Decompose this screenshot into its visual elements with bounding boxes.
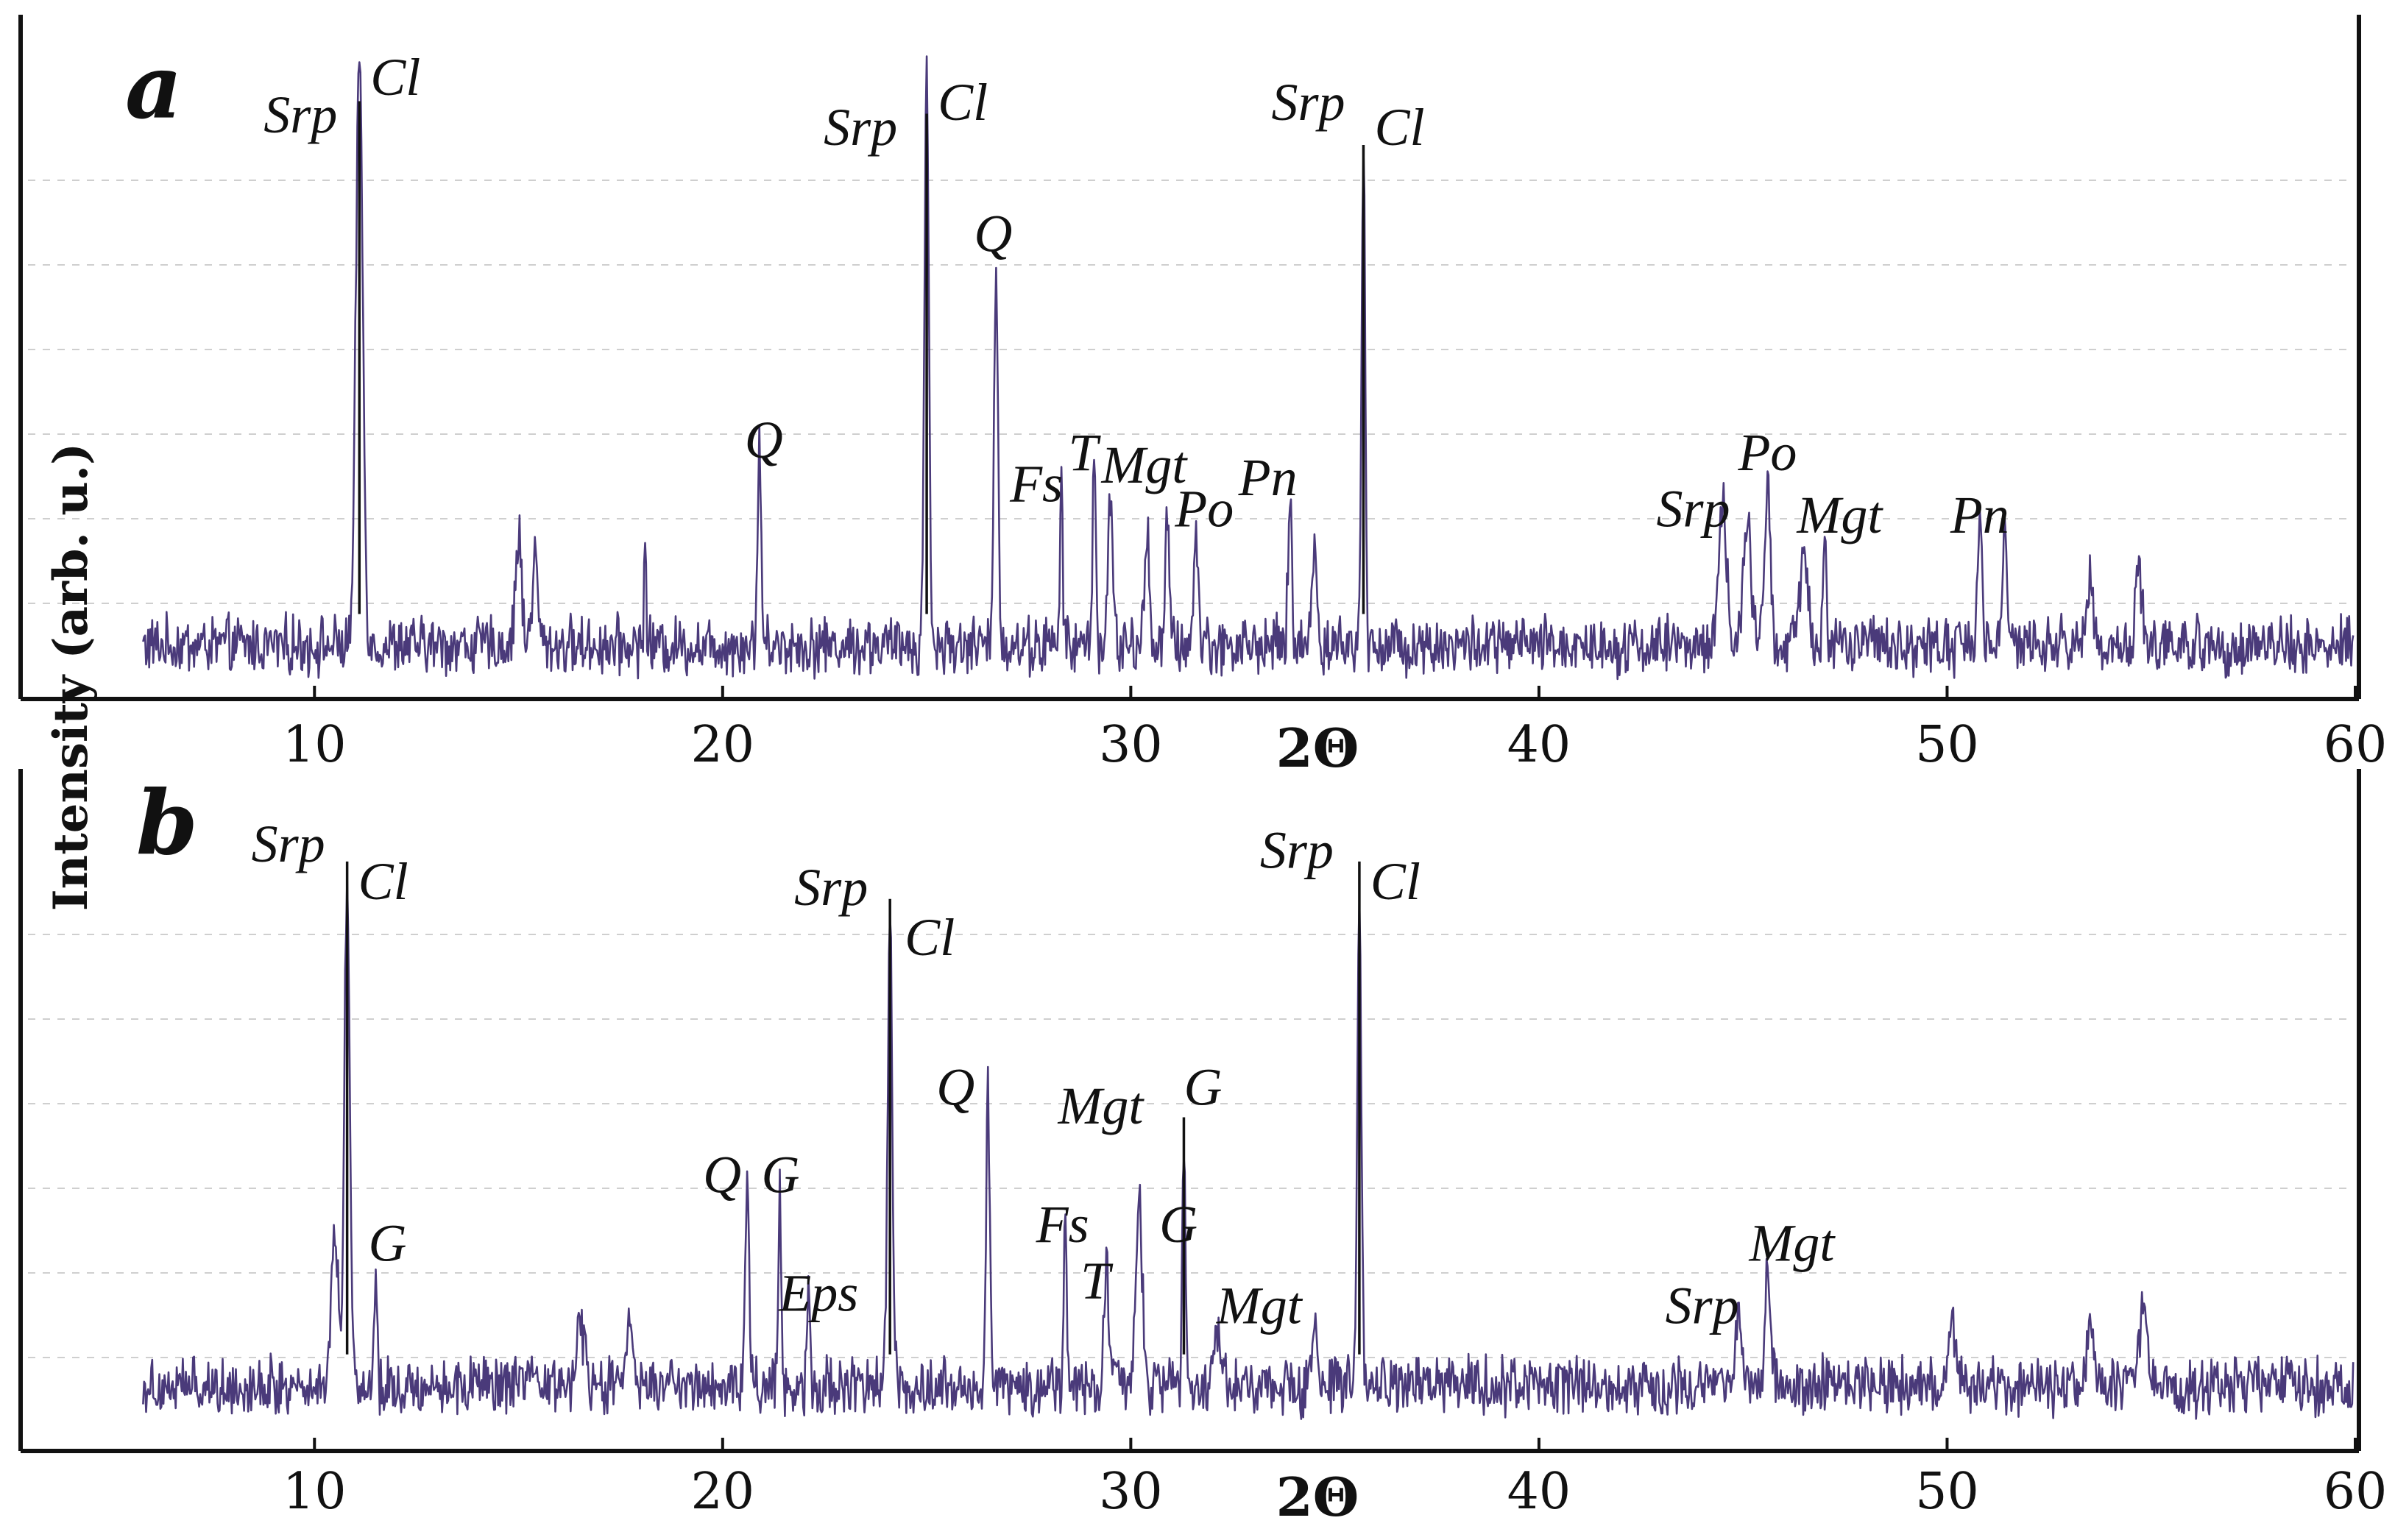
peak-label: Q [936, 1058, 974, 1117]
peak-label: Mgt [1100, 436, 1188, 494]
peak-label: Fs [1036, 1195, 1089, 1254]
panel-b-letter: b [136, 771, 198, 875]
x-tick-label: 20 [691, 1463, 755, 1521]
x-tick-label: 60 [2324, 1463, 2388, 1521]
peak-label: T [1080, 1251, 1114, 1310]
x-tick-label: 10 [283, 716, 347, 774]
peak-label: Mgt [1796, 486, 1883, 544]
peak-label: Srp [1666, 1276, 1739, 1335]
peak-label: Pn [1238, 448, 1298, 507]
panel-a-pattern [142, 55, 2355, 681]
peak-label: Q [703, 1145, 741, 1204]
peak-label: Mgt [1216, 1276, 1303, 1335]
x-tick-label: 30 [1099, 716, 1163, 774]
peak-label: Mgt [1748, 1214, 1836, 1273]
panel-a-tick-labels: 10 20 30 40 50 60 [283, 716, 2387, 774]
peak-label: G [761, 1145, 799, 1204]
peak-label: Cl [358, 852, 408, 911]
panel-a-grid [28, 180, 2352, 604]
diffraction-trace [142, 55, 2355, 681]
peak-label: Po [1737, 423, 1797, 482]
peak-label: G [1184, 1058, 1222, 1117]
peak-label: Po [1174, 480, 1234, 539]
x-tick-label: 30 [1099, 1463, 1163, 1521]
peak-label: Mgt [1057, 1076, 1145, 1135]
peak-label: G [1159, 1195, 1198, 1254]
panel-b-grid [28, 934, 2352, 1358]
panel-a-x-axis-title: 2Θ [1276, 717, 1359, 779]
x-tick-label: 20 [691, 716, 755, 774]
x-tick-label: 60 [2324, 716, 2388, 774]
peak-label: Eps [778, 1263, 858, 1322]
peak-label: Srp [1271, 73, 1345, 132]
panel-a-peak-markers [358, 101, 1365, 614]
peak-label: Q [974, 205, 1012, 263]
peak-label: Cl [1374, 98, 1424, 157]
x-tick-label: 40 [1507, 716, 1571, 774]
peak-label: Cl [905, 908, 955, 967]
panel-b-tick-labels: 10 20 30 40 50 60 [283, 1463, 2387, 1521]
panel-b-axes [18, 769, 2361, 1453]
peak-label: Srp [794, 858, 868, 917]
x-tick-label: 50 [1915, 1463, 1979, 1521]
peak-label: Cl [370, 48, 420, 107]
y-axis-title: Intensity (arb. u.) [43, 443, 99, 912]
panel-b-x-axis-title: 2Θ [1276, 1466, 1359, 1528]
peak-label: G [368, 1214, 406, 1273]
panel-b-pattern [142, 876, 2355, 1420]
x-tick-label: 40 [1507, 1463, 1571, 1521]
peak-label: Pn [1950, 486, 2009, 544]
peak-label: Srp [1656, 480, 1730, 539]
peak-label: Srp [824, 98, 897, 157]
panel-a-axes [18, 15, 2361, 701]
peak-label: Srp [1260, 820, 1334, 879]
peak-label: Cl [1370, 852, 1421, 911]
x-tick-label: 50 [1915, 716, 1979, 774]
peak-label: Srp [263, 85, 337, 144]
peak-label: Fs [1009, 455, 1063, 514]
peak-label: Q [745, 411, 783, 469]
panel-a-letter: a [125, 35, 183, 139]
x-tick-label: 10 [283, 1463, 347, 1521]
panel-b-peak-markers [345, 861, 1361, 1355]
diffraction-trace [142, 876, 2355, 1420]
peak-label: Cl [938, 73, 988, 132]
peak-label: Srp [252, 815, 325, 873]
peak-label: T [1068, 423, 1101, 482]
